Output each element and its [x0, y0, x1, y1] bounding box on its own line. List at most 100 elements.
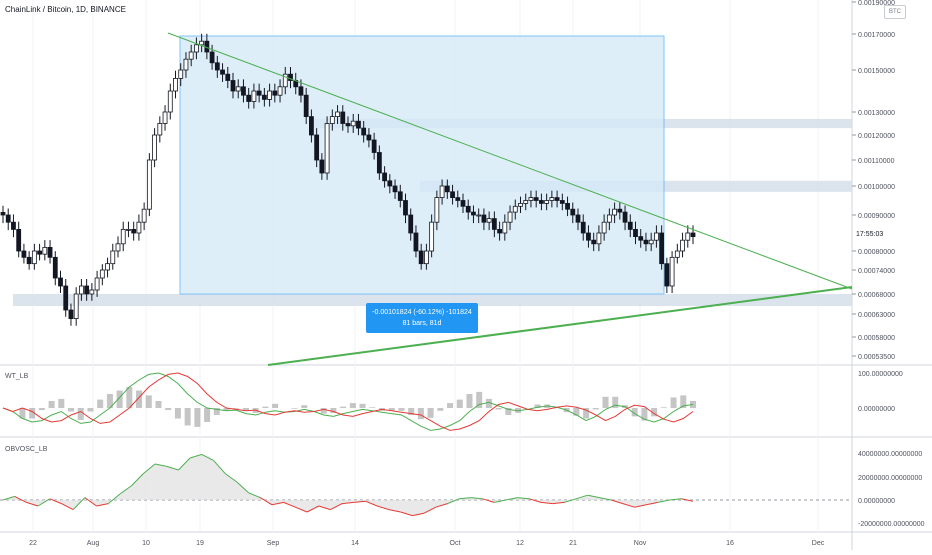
candle-body: [690, 232, 696, 237]
candle-body: [209, 51, 215, 64]
obvosc-segment: [599, 497, 612, 501]
price-tick-label: 0.00080000: [858, 249, 895, 256]
candle-body: [434, 197, 440, 223]
candle-body: [413, 232, 419, 252]
currency-badge[interactable]: BTC: [884, 5, 906, 19]
obvosc-indicator-label[interactable]: OBVOSC_LB: [5, 446, 48, 453]
candle-body: [52, 256, 58, 279]
wt-histogram-bar: [670, 397, 677, 408]
candle-body: [596, 232, 602, 245]
obvosc-segment: [353, 500, 366, 503]
candle-body: [183, 58, 189, 71]
wt-histogram-bar: [223, 408, 230, 411]
wt-histogram-bar: [165, 408, 172, 411]
obvosc-segment: [143, 463, 156, 474]
candle-body: [397, 191, 403, 201]
wt-histogram-bar: [29, 408, 36, 419]
price-tick-label: 0.00074000: [858, 268, 895, 275]
wt-histogram-bar: [456, 399, 463, 408]
obvosc-segment: [365, 500, 378, 507]
candle-body: [455, 197, 461, 201]
candle-body: [664, 263, 670, 287]
wt-histogram-bar: [651, 408, 658, 417]
candle-body: [387, 180, 393, 187]
upper-trend-line: [167, 32, 853, 290]
obvosc-tick-label: -20000000.00000000: [858, 521, 925, 528]
candle-body: [659, 232, 665, 265]
wt-indicator-label[interactable]: WT_LB: [5, 373, 29, 380]
candle-body: [643, 239, 649, 245]
candle-body: [491, 218, 497, 230]
price-tick-label: 0.00190000: [858, 0, 895, 7]
candle-body: [481, 214, 487, 223]
obvosc-segment: [154, 463, 167, 467]
candle-body: [361, 127, 367, 136]
price-tick-label: 0.00130000: [858, 110, 895, 117]
candle-body: [73, 293, 79, 320]
obvosc-segment: [248, 492, 261, 499]
obvosc-segment: [400, 511, 413, 517]
candle-body: [601, 221, 607, 234]
obvosc-segment: [330, 503, 343, 511]
obvosc-segment: [318, 505, 331, 511]
candle-body: [606, 214, 612, 223]
candle-body: [622, 211, 628, 223]
candle-body: [371, 139, 377, 153]
candle-body: [16, 228, 22, 252]
candle-body: [272, 90, 278, 96]
candle-body: [580, 221, 586, 234]
price-tick-label: 0.00110000: [858, 158, 895, 165]
time-tick-label: 22: [29, 540, 37, 547]
obvosc-segment: [622, 503, 635, 508]
price-tick-label: 0.00100000: [858, 184, 895, 191]
candle-body: [214, 62, 220, 71]
candle-body: [565, 202, 570, 210]
wt-histogram-bar: [106, 394, 113, 408]
obvosc-segment: [564, 498, 577, 503]
wt-histogram-bar: [359, 403, 366, 408]
candle-body: [256, 90, 262, 96]
candle-body: [366, 134, 372, 141]
candle-body: [617, 208, 623, 213]
candle-body: [319, 159, 325, 174]
candle-body: [26, 256, 32, 265]
wt-histogram-bar: [233, 408, 240, 409]
wt-histogram-bar: [466, 394, 473, 408]
candle-body: [5, 214, 11, 223]
price-tick-label: 0.00170000: [858, 32, 895, 39]
candle-body: [31, 250, 37, 265]
candle-body: [298, 86, 304, 96]
obvosc-segment: [119, 485, 132, 495]
candle-body: [654, 232, 659, 241]
candle-body: [277, 86, 283, 96]
obvosc-segment: [342, 501, 354, 505]
candle-body: [21, 250, 27, 258]
candle-body: [84, 285, 90, 295]
obvosc-segment: [540, 501, 553, 505]
candle-body: [79, 285, 84, 295]
wt-histogram-bar: [476, 391, 483, 408]
wt-histogram-bar: [204, 408, 211, 422]
candle-body: [424, 250, 429, 265]
candle-body: [63, 285, 69, 311]
time-tick-label: 14: [351, 540, 359, 547]
candle-body: [392, 185, 398, 193]
candle-body: [648, 239, 654, 245]
wt-histogram-bar: [417, 408, 424, 420]
candle-body: [225, 73, 231, 81]
obvosc-segment: [646, 501, 659, 506]
lower-trend-line: [267, 286, 853, 366]
time-tick-label: 19: [196, 540, 204, 547]
wt-histogram-bar: [660, 407, 667, 408]
price-tick-label: 0.00150000: [858, 68, 895, 75]
candle-body: [37, 250, 42, 255]
candle-body: [188, 51, 194, 60]
candle-body: [627, 221, 633, 230]
candle-body: [350, 120, 356, 127]
obvosc-segment: [377, 505, 390, 511]
candle-body: [507, 211, 513, 223]
obvosc-tick-label: 40000000.00000000: [858, 451, 922, 458]
candle-body: [429, 221, 435, 252]
obvosc-segment: [610, 499, 623, 505]
candle-body: [544, 200, 550, 204]
